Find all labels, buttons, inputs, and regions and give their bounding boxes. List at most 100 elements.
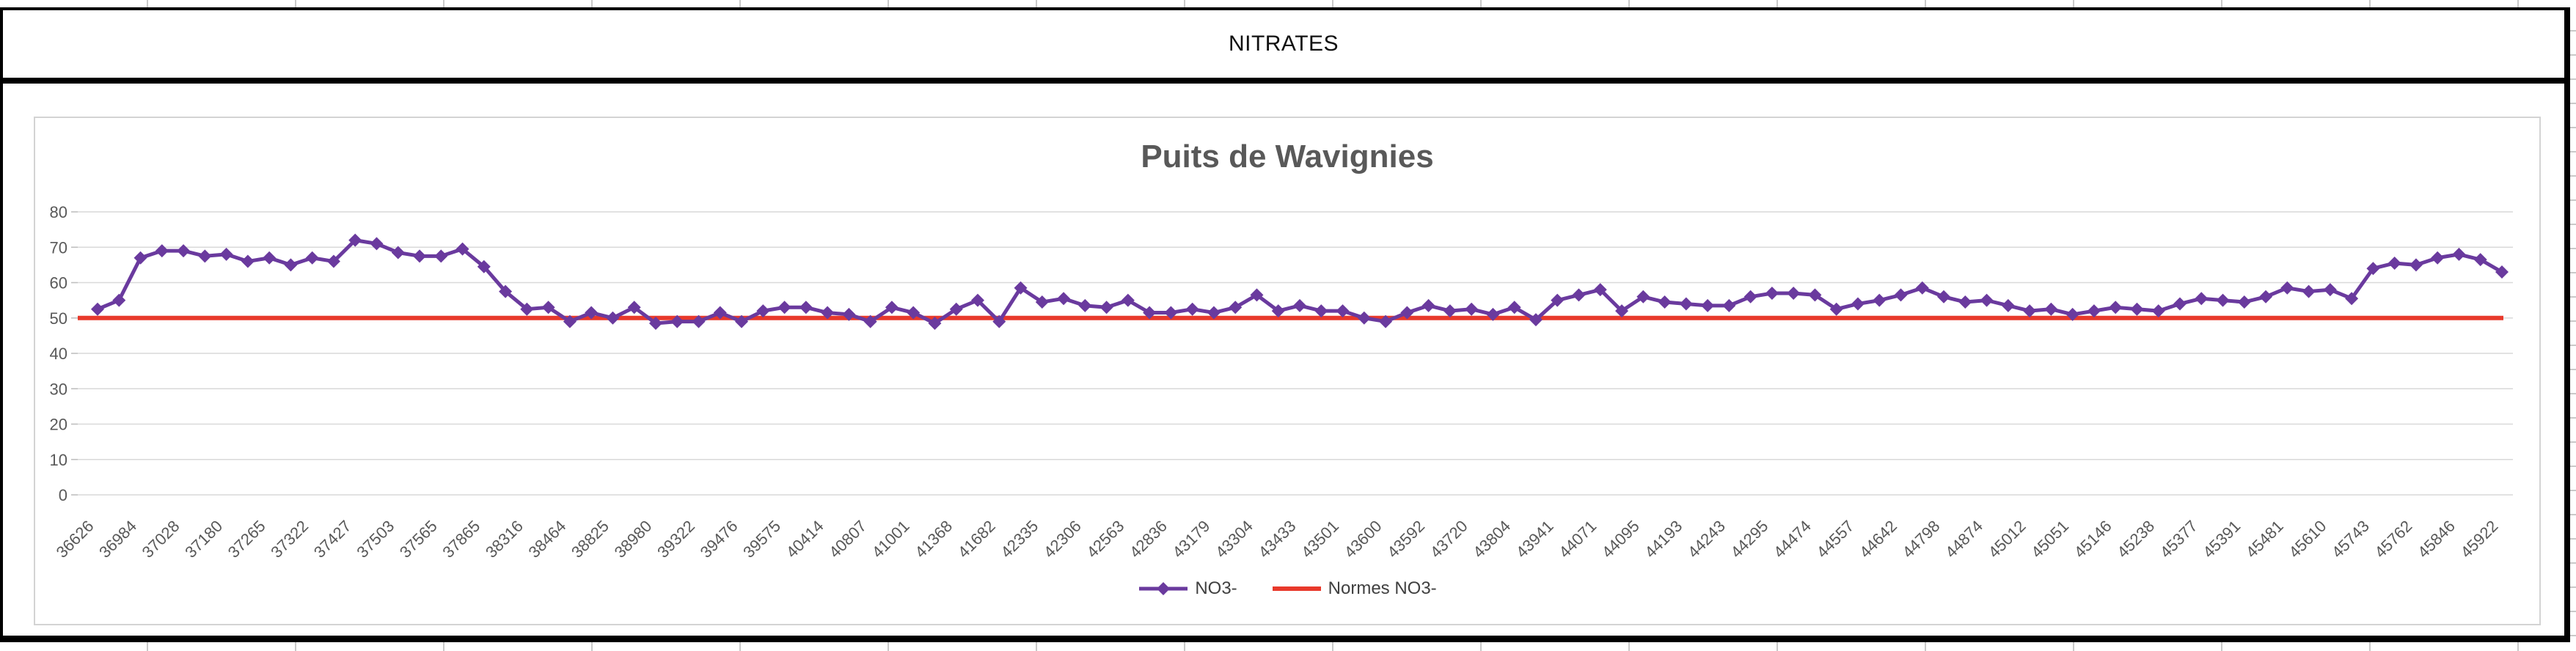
data-point-marker — [2151, 304, 2165, 318]
data-point-marker — [1615, 304, 1629, 318]
chart-svg: 0 10 20 30 40 50 60 70 80 36626369843702837180372… — [50, 203, 2513, 562]
data-point-marker — [992, 315, 1006, 328]
data-point-marker — [284, 258, 298, 272]
y-axis-label: 10 — [50, 451, 67, 469]
x-axis-label: 43804 — [1469, 517, 1514, 562]
chart-object[interactable]: Puits de Wavignies 0 10 20 30 40 50 60 70 80 3662… — [34, 117, 2541, 625]
data-point-marker — [177, 244, 191, 258]
x-axis-label: 45238 — [2113, 517, 2158, 562]
data-point-marker — [2130, 302, 2144, 316]
excel-gridline-strip-top — [0, 0, 2576, 7]
y-axis-label: 50 — [50, 309, 67, 328]
data-point-marker — [198, 249, 212, 263]
data-point-marker — [1507, 301, 1521, 315]
x-axis-label: 36626 — [53, 517, 98, 562]
data-point-marker — [455, 242, 469, 256]
data-point-marker — [2495, 265, 2509, 279]
data-point-marker — [1229, 301, 1243, 315]
x-axis-label: 37565 — [396, 517, 441, 562]
y-axis-label: 80 — [50, 203, 67, 221]
x-axis-label: 43592 — [1383, 517, 1428, 562]
data-point-marker — [1400, 306, 1414, 320]
x-axis-label: 42306 — [1040, 517, 1085, 562]
data-point-marker — [1722, 298, 1736, 312]
legend-item-no3[interactable]: NO3- — [1138, 578, 1237, 599]
x-axis-label: 38825 — [568, 517, 612, 562]
data-point-marker — [821, 306, 835, 320]
data-point-marker — [155, 244, 169, 258]
data-point-marker — [627, 301, 641, 315]
data-point-marker — [1743, 290, 1757, 304]
data-point-marker — [1357, 311, 1371, 325]
x-axis-label: 40414 — [783, 517, 827, 562]
y-axis-label: 0 — [59, 486, 67, 504]
x-axis-label: 38980 — [611, 517, 656, 562]
chart-legend[interactable]: NO3- Normes NO3- — [35, 578, 2539, 599]
data-point-marker — [1787, 286, 1801, 300]
data-point-marker — [842, 307, 856, 321]
data-point-marker — [2473, 253, 2487, 267]
data-point-marker — [1808, 288, 1822, 302]
x-axis-label: 45481 — [2242, 517, 2287, 562]
data-point-marker — [2023, 304, 2037, 318]
data-point-marker — [348, 233, 362, 247]
no3-series-swatch — [1139, 582, 1188, 595]
x-axis-label: 45377 — [2156, 517, 2201, 562]
x-axis-label: 37427 — [310, 517, 355, 562]
data-point-marker — [1829, 302, 1843, 316]
legend-item-normes[interactable]: Normes NO3- — [1271, 578, 1437, 599]
data-point-marker — [1873, 293, 1887, 307]
data-point-marker — [1014, 281, 1028, 295]
data-point-marker — [541, 301, 555, 315]
data-point-marker — [1765, 286, 1779, 300]
data-point-marker — [1572, 288, 1586, 302]
x-axis-label: 44557 — [1813, 517, 1858, 562]
data-point-marker — [520, 302, 534, 316]
data-point-marker — [2173, 297, 2187, 311]
data-point-marker — [91, 302, 104, 316]
y-axis-label: 20 — [50, 416, 67, 434]
data-point-marker — [2109, 301, 2123, 315]
data-point-marker — [1701, 298, 1715, 312]
data-point-marker — [219, 247, 233, 261]
x-axis-label: 43720 — [1427, 517, 1471, 562]
x-axis-label: 44243 — [1684, 517, 1729, 562]
chart-title: Puits de Wavignies — [1141, 139, 1434, 174]
data-point-marker — [263, 251, 277, 265]
x-axis-label: 45391 — [2199, 517, 2244, 562]
x-axis-label: 42563 — [1083, 517, 1127, 562]
data-point-marker — [1379, 315, 1393, 328]
data-point-marker — [1636, 290, 1650, 304]
x-axis-label: 43501 — [1298, 517, 1342, 562]
data-point-marker — [585, 306, 599, 320]
x-axis-label: 45922 — [2457, 517, 2502, 562]
x-axis-label: 36984 — [95, 517, 140, 562]
x-axis-label: 45610 — [2285, 517, 2330, 562]
x-axis-label: 41001 — [868, 517, 913, 562]
data-point-marker — [1894, 288, 1908, 302]
x-axis-label: 45762 — [2371, 517, 2416, 562]
x-axis-label: 45146 — [2071, 517, 2115, 562]
data-point-marker — [563, 315, 577, 328]
x-axis-label: 41682 — [954, 517, 999, 562]
x-axis-label: 37865 — [439, 517, 483, 562]
data-point-marker — [326, 254, 340, 268]
x-axis-label: 45012 — [1985, 517, 2030, 562]
x-axis-label: 44642 — [1856, 517, 1900, 562]
data-point-marker — [133, 251, 147, 265]
data-point-marker — [2216, 293, 2230, 307]
data-point-marker — [1593, 283, 1607, 297]
x-axis-label: 37028 — [139, 517, 183, 562]
data-point-marker — [670, 315, 684, 328]
data-point-marker — [1271, 304, 1285, 318]
data-point-marker — [1078, 298, 1092, 312]
legend-no3-diamond-icon — [1157, 582, 1171, 595]
data-point-marker — [305, 251, 319, 265]
x-axis-label: 38464 — [524, 517, 569, 562]
data-point-marker — [885, 301, 899, 315]
excel-gridline-strip-bottom — [0, 642, 2576, 651]
x-axis-label: 45743 — [2328, 517, 2373, 562]
data-point-marker — [2323, 283, 2337, 297]
x-axis-label: 39476 — [697, 517, 742, 562]
data-point-marker — [606, 311, 620, 325]
